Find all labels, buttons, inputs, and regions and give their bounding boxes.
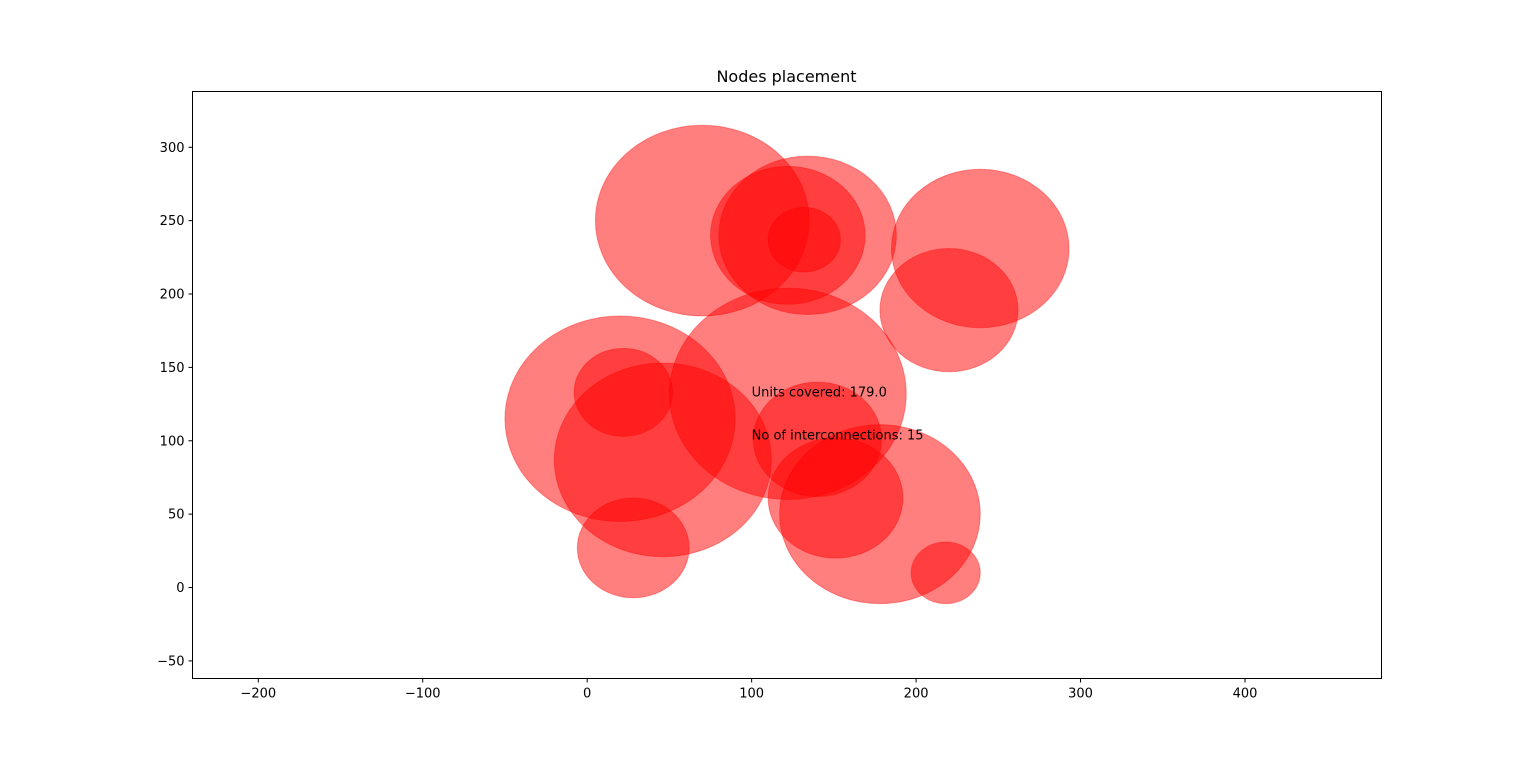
y-tick-label-7: 300 <box>160 141 185 156</box>
node-circle-6 <box>879 248 1019 373</box>
node-circle-4 <box>767 206 841 273</box>
x-tick-label-5: 300 <box>1068 687 1093 702</box>
node-circle-14 <box>576 497 690 599</box>
x-tick-label-4: 200 <box>904 687 929 702</box>
x-axis: −200 −100 0 100 200 300 400 <box>240 678 1258 702</box>
x-tick-label-2: 0 <box>583 687 591 702</box>
chart-title: Nodes placement <box>716 67 856 86</box>
y-tick-label-1: 0 <box>176 581 184 596</box>
y-tick-label-3: 100 <box>160 434 185 449</box>
y-axis: −50 0 50 100 150 200 250 300 <box>157 141 193 669</box>
x-tick-label-6: 400 <box>1233 687 1258 702</box>
annotations: Units covered: 179.0 No of interconnectio… <box>752 386 924 444</box>
y-tick-label-6: 250 <box>160 214 185 229</box>
node-circle-15 <box>910 541 981 605</box>
y-tick-label-5: 200 <box>160 288 185 303</box>
annotation-2: No of interconnections: 15 <box>752 428 924 443</box>
annotation-1: Units covered: 179.0 <box>752 386 887 401</box>
plot-frame <box>192 91 1382 679</box>
y-tick-label-2: 50 <box>168 508 185 523</box>
y-tick-label-0: −50 <box>157 654 184 669</box>
x-tick-label-1: −100 <box>405 687 441 702</box>
x-tick-label-0: −200 <box>240 687 276 702</box>
x-tick-label-3: 100 <box>739 687 764 702</box>
node-circles <box>504 124 1070 605</box>
y-tick-label-4: 150 <box>160 361 185 376</box>
